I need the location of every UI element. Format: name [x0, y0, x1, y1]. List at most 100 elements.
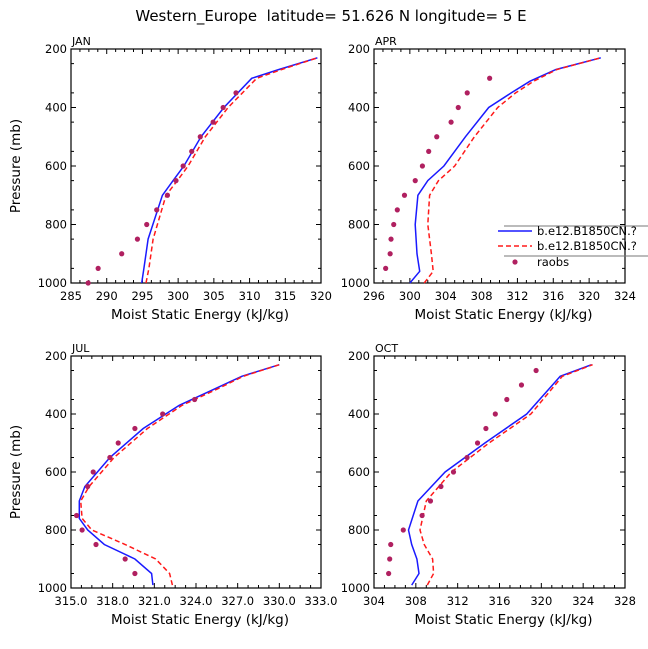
- x-tick-label: 305: [203, 289, 225, 303]
- y-tick-label: 1000: [341, 276, 370, 290]
- raobs-point: [160, 411, 166, 417]
- y-tick-label: 400: [45, 101, 67, 115]
- x-tick-label: 328: [614, 594, 636, 608]
- raobs-point: [450, 469, 457, 475]
- x-tick-label: 320: [310, 289, 332, 303]
- x-axis-label: Moist Static Energy (kJ/kg): [415, 612, 593, 628]
- raobs-point: [426, 148, 432, 154]
- y-tick-label: 400: [45, 407, 67, 421]
- raobs-point: [119, 251, 125, 257]
- raobs-point: [412, 178, 418, 184]
- raobs-point: [391, 221, 397, 228]
- panel-jul: JUL 315.0 318.0 321.0 324.0 327.0 330.0 333.0 20…: [8, 342, 337, 628]
- raobs-point: [79, 527, 85, 533]
- x-tick-label: 304: [363, 594, 385, 608]
- raobs-point: [144, 221, 150, 228]
- x-tick-label: 324: [614, 289, 636, 303]
- series-solid-line: [140, 57, 318, 284]
- raobs-point: [164, 192, 171, 198]
- x-tick-label: 321.0: [138, 594, 171, 608]
- y-tick-label: 200: [348, 42, 370, 56]
- x-tick-label: 330.0: [263, 594, 296, 608]
- panels: JAN 285 290 295 300 305 310 315 320 200 400 600 800 1…: [8, 35, 636, 628]
- legend-entry-label: raobs: [537, 255, 569, 269]
- y-tick-label: 600: [348, 159, 370, 173]
- x-tick-label: 315.0: [55, 594, 88, 608]
- x-tick-label: 296: [363, 289, 385, 303]
- raobs-point: [154, 207, 160, 213]
- raobs-point: [434, 134, 440, 140]
- raobs-point: [383, 265, 389, 271]
- series-dashed-line: [79, 363, 280, 586]
- raobs-point: [518, 382, 525, 388]
- y-axis-label: Pressure (mb): [8, 425, 24, 519]
- raobs-point: [90, 469, 96, 475]
- x-tick-label: 308: [405, 594, 427, 608]
- series-solid-line: [407, 363, 592, 586]
- raobs-point: [132, 570, 138, 577]
- raobs-point: [474, 440, 481, 446]
- x-axis-label: Moist Static Energy (kJ/kg): [111, 612, 289, 628]
- x-tick-label: 300: [167, 289, 189, 303]
- raobs-point: [394, 207, 400, 213]
- raobs-point: [73, 512, 80, 519]
- raobs-point: [388, 541, 394, 548]
- raobs-point: [388, 236, 394, 242]
- raobs-point: [483, 425, 489, 432]
- raobs-point: [192, 396, 198, 403]
- raobs-point: [386, 570, 392, 577]
- x-tick-label: 315: [274, 289, 296, 303]
- x-tick-label: 312: [506, 289, 528, 303]
- raobs-point: [387, 556, 393, 562]
- y-axis-label: Pressure (mb): [8, 119, 24, 213]
- panel-apr: APR 296 300 304 308 312 316 320 324 200 400 600 800 1…: [341, 35, 636, 323]
- x-tick-label: 310: [239, 289, 261, 303]
- panel-label: JAN: [71, 35, 91, 48]
- raobs-point: [401, 192, 408, 198]
- x-tick-label: 324.0: [180, 594, 213, 608]
- x-tick-label: 318.0: [96, 594, 129, 608]
- raobs-point: [233, 90, 239, 96]
- legend-entry-label: b.e12.B1850CN.?: [537, 239, 637, 253]
- raobs-point: [455, 104, 461, 111]
- panel-label: JUL: [71, 342, 90, 355]
- x-tick-label: 312: [447, 594, 469, 608]
- x-tick-label: 316: [542, 289, 564, 303]
- raobs-point: [533, 367, 539, 374]
- x-tick-label: 308: [471, 289, 493, 303]
- legend-entry-label: b.e12.B1850CN.?: [537, 224, 637, 238]
- y-tick-label: 1000: [341, 581, 370, 595]
- y-tick-label: 1000: [38, 581, 67, 595]
- y-tick-label: 800: [348, 218, 370, 232]
- series-solid-line: [409, 57, 601, 284]
- panel-jan: JAN 285 290 295 300 305 310 315 320 200 400 600 800 1…: [8, 35, 332, 323]
- y-tick-label: 200: [45, 349, 67, 363]
- x-tick-label: 320: [530, 594, 552, 608]
- raobs-point: [197, 134, 203, 140]
- raobs-point: [107, 454, 113, 461]
- raobs-point: [115, 440, 121, 446]
- raobs-point: [419, 163, 426, 169]
- x-tick-label: 290: [96, 289, 118, 303]
- plot-frame: [70, 48, 322, 284]
- y-tick-label: 600: [45, 159, 67, 173]
- x-tick-label: 285: [60, 289, 82, 303]
- raobs-point: [180, 163, 186, 169]
- raobs-point: [487, 75, 493, 81]
- raobs-point: [400, 527, 406, 533]
- plot-frame: [70, 355, 322, 589]
- raobs-point: [85, 483, 91, 490]
- legend: b.e12.B1850CN.?b.e12.B1850CN.? raobs: [498, 224, 648, 269]
- x-tick-label: 333.0: [305, 594, 338, 608]
- y-tick-label: 200: [45, 42, 67, 56]
- raobs-point: [134, 236, 141, 242]
- y-tick-label: 1000: [38, 276, 67, 290]
- raobs-point: [448, 119, 454, 125]
- plot-frame: [373, 355, 626, 589]
- raobs-point: [93, 541, 99, 548]
- x-axis-label: Moist Static Energy (kJ/kg): [111, 307, 289, 323]
- raobs-point: [122, 556, 128, 562]
- panel-label: APR: [375, 35, 397, 48]
- raobs-point: [173, 178, 179, 184]
